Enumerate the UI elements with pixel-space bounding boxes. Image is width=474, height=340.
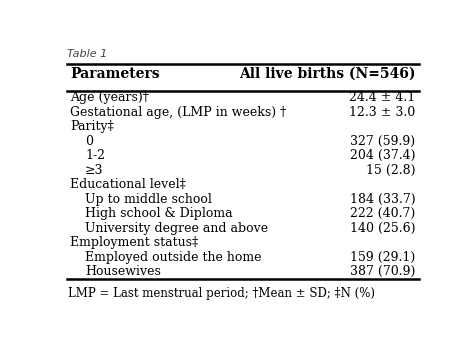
Text: Parity‡: Parity‡ bbox=[70, 120, 114, 133]
Text: Parameters: Parameters bbox=[70, 67, 160, 81]
Text: 159 (29.1): 159 (29.1) bbox=[350, 251, 416, 264]
Text: All live births (N=546): All live births (N=546) bbox=[239, 67, 416, 81]
Text: 327 (59.9): 327 (59.9) bbox=[350, 135, 416, 148]
Text: ≥3: ≥3 bbox=[85, 164, 103, 177]
Text: 140 (25.6): 140 (25.6) bbox=[350, 222, 416, 235]
Text: Up to middle school: Up to middle school bbox=[85, 193, 212, 206]
Text: 204 (37.4): 204 (37.4) bbox=[350, 149, 416, 162]
Text: LMP = Last menstrual period; †Mean ± SD; ‡N (%): LMP = Last menstrual period; †Mean ± SD;… bbox=[68, 287, 375, 300]
Text: Employment status‡: Employment status‡ bbox=[70, 236, 199, 249]
Text: Housewives: Housewives bbox=[85, 265, 161, 278]
Text: Gestational age, (LMP in weeks) †: Gestational age, (LMP in weeks) † bbox=[70, 106, 286, 119]
Text: Educational level‡: Educational level‡ bbox=[70, 178, 186, 191]
Text: Table 1: Table 1 bbox=[66, 49, 107, 59]
Text: 15 (2.8): 15 (2.8) bbox=[366, 164, 416, 177]
Text: 387 (70.9): 387 (70.9) bbox=[350, 265, 416, 278]
Text: Employed outside the home: Employed outside the home bbox=[85, 251, 262, 264]
Text: 24.4 ± 4.1: 24.4 ± 4.1 bbox=[349, 91, 416, 104]
Text: 12.3 ± 3.0: 12.3 ± 3.0 bbox=[349, 106, 416, 119]
Text: 0: 0 bbox=[85, 135, 93, 148]
Text: 1-2: 1-2 bbox=[85, 149, 105, 162]
Text: University degree and above: University degree and above bbox=[85, 222, 268, 235]
Text: High school & Diploma: High school & Diploma bbox=[85, 207, 233, 220]
Text: Age (years)†: Age (years)† bbox=[70, 91, 149, 104]
Text: 222 (40.7): 222 (40.7) bbox=[350, 207, 416, 220]
Text: 184 (33.7): 184 (33.7) bbox=[350, 193, 416, 206]
